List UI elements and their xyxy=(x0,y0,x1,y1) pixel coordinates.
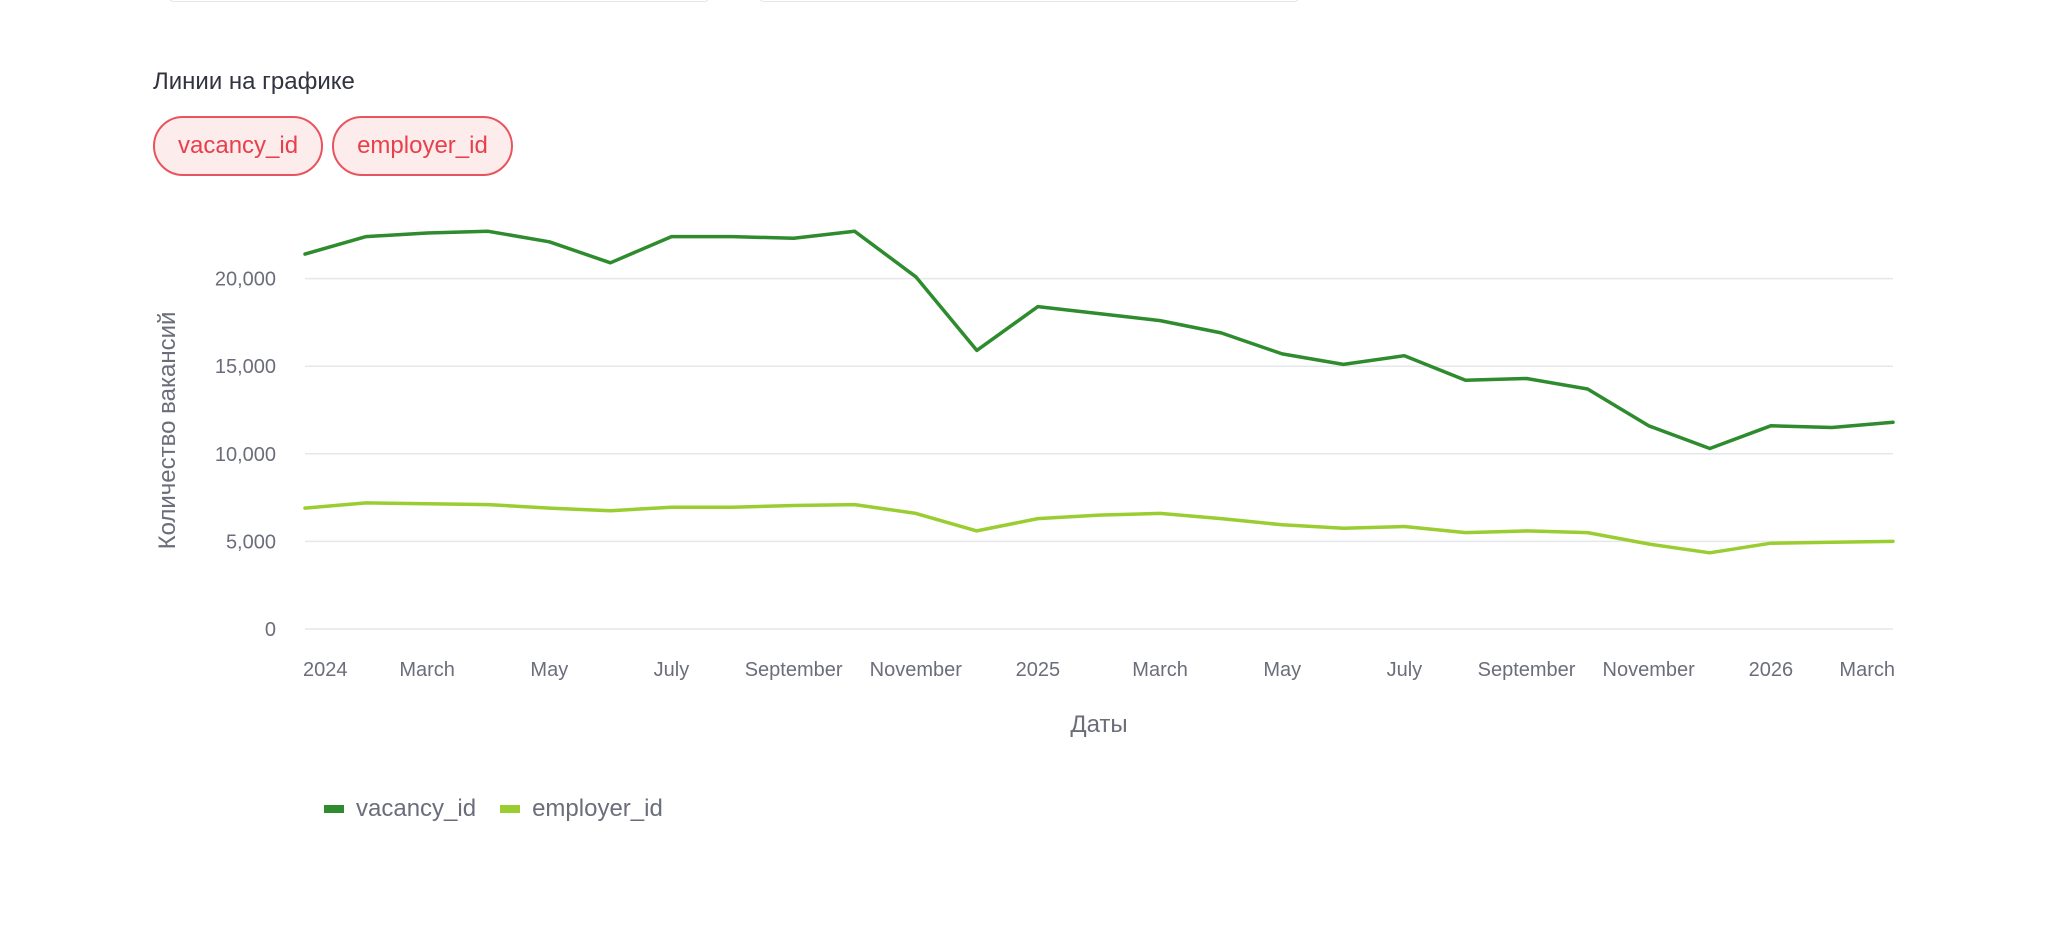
series-line-vacancy-id xyxy=(303,229,1895,451)
legend-item-employer-id[interactable]: employer_id xyxy=(500,795,663,823)
y-tick-label: 15,000 xyxy=(215,356,276,378)
x-tick-label: July xyxy=(654,659,690,681)
x-tick-label: May xyxy=(1263,659,1301,681)
y-axis-title: Количество вакансий xyxy=(154,312,181,550)
x-tick-label: September xyxy=(745,659,843,681)
x-tick-label: March xyxy=(1839,659,1895,681)
legend-swatch-vacancy-id xyxy=(324,805,344,813)
pill-vacancy-id[interactable]: vacancy_id xyxy=(153,116,324,176)
legend-item-vacancy-id[interactable]: vacancy_id xyxy=(324,795,476,823)
pill-employer-id[interactable]: employer_id xyxy=(332,116,513,176)
x-tick-label: March xyxy=(1132,659,1188,681)
legend-swatch-employer-id xyxy=(500,805,521,813)
x-tick-label: 2026 xyxy=(1749,659,1794,681)
x-tick-label: November xyxy=(1603,659,1696,681)
x-tick-label: 2025 xyxy=(1016,659,1061,681)
x-axis-title: Даты xyxy=(1070,711,1127,738)
series-pills: vacancy_id employer_id xyxy=(153,116,513,176)
y-tick-label: 5,000 xyxy=(226,531,276,553)
line-chart: 0 5,000 10,000 15,000 20,000 2024 March May July… xyxy=(154,229,1895,738)
chart-legend: vacancy_id employer_id xyxy=(324,795,663,823)
lines-on-chart-label: Линии на графике xyxy=(153,68,355,95)
x-tick-label: September xyxy=(1478,659,1576,681)
y-tick-label: 20,000 xyxy=(215,269,276,291)
y-tick-label: 10,000 xyxy=(215,444,276,466)
x-tick-label: July xyxy=(1387,659,1423,681)
x-tick-label: May xyxy=(530,659,568,681)
x-tick-label: March xyxy=(399,659,455,681)
legend-label-employer-id: employer_id xyxy=(532,795,663,822)
x-tick-label: November xyxy=(870,659,963,681)
legend-label-vacancy-id: vacancy_id xyxy=(356,795,477,822)
series-line-employer-id xyxy=(303,501,1895,555)
y-tick-label: 0 xyxy=(265,619,276,641)
x-tick-label: 2024 xyxy=(303,659,348,681)
